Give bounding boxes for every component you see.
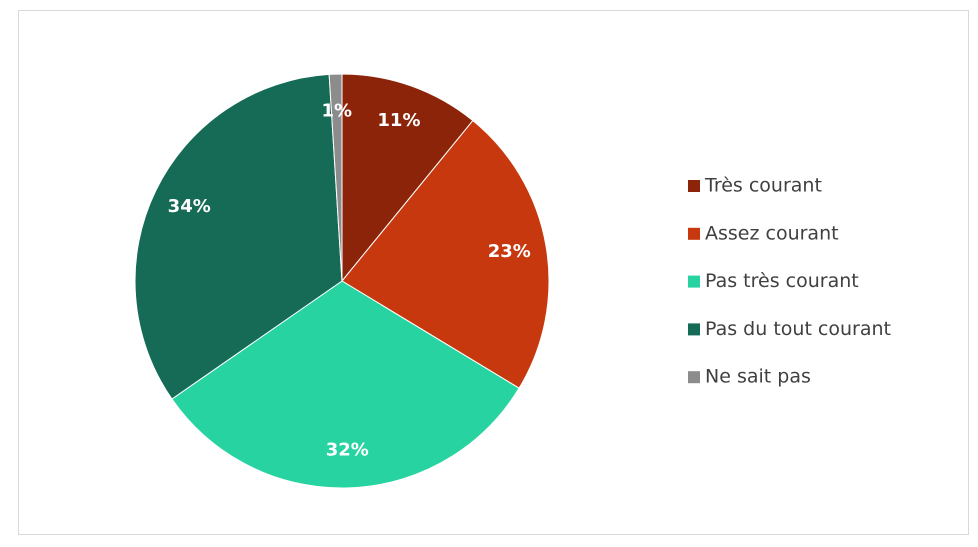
legend-label: Pas très courant [705, 270, 859, 292]
legend-swatch [688, 227, 700, 240]
legend-swatch [688, 275, 700, 288]
pie-slice [171, 280, 520, 489]
data-label: 32% [326, 440, 369, 461]
legend-label: Très courant [704, 175, 822, 197]
pie-slice [341, 119, 550, 389]
data-label: 23% [488, 241, 531, 262]
legend-label: Ne sait pas [705, 366, 811, 388]
pie-slice [134, 73, 343, 400]
legend-label: Assez courant [705, 222, 839, 244]
legend-swatch [688, 323, 700, 336]
pie-slice [328, 73, 343, 282]
pie-slice [341, 73, 474, 283]
legend-swatch [688, 371, 700, 384]
data-label: 11% [377, 110, 420, 131]
data-label: 34% [168, 196, 211, 217]
legend-label: Pas du tout courant [705, 318, 891, 340]
legend-swatch [688, 180, 700, 192]
data-label: 1% [321, 100, 352, 121]
